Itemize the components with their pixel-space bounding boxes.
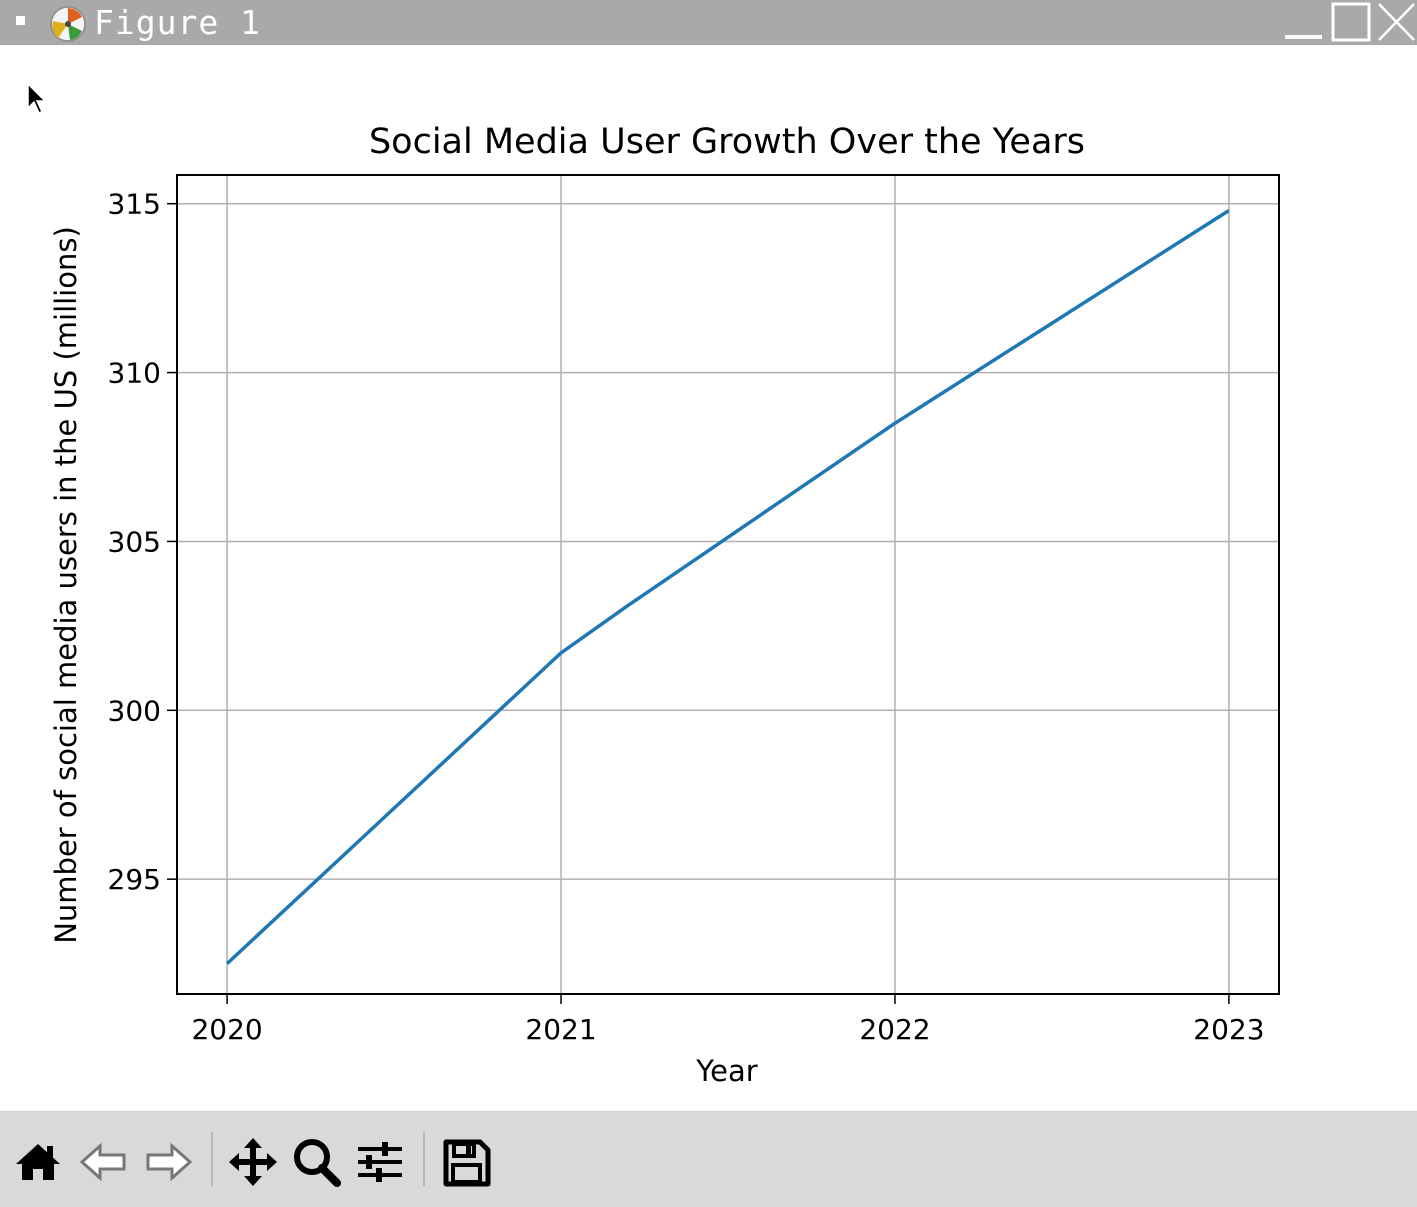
toolbar-separator — [211, 1132, 213, 1186]
window-title-bar: Figure 1 — [0, 0, 1417, 45]
x-tick-label: 2022 — [859, 1013, 930, 1046]
window-menu-icon[interactable] — [16, 16, 25, 25]
zoom-magnifier-icon[interactable] — [288, 1134, 344, 1190]
window-title: Figure 1 — [94, 3, 261, 42]
maximize-icon[interactable] — [1330, 2, 1372, 42]
x-tick-label: 2021 — [525, 1013, 596, 1046]
minimize-icon[interactable] — [1284, 2, 1324, 42]
y-tick-label: 300 — [108, 694, 161, 727]
line-chart: 2020 2021 2022 2023 295 300 305 310 315 Social … — [49, 122, 1280, 1088]
x-tick-label: 2023 — [1193, 1013, 1264, 1046]
configure-subplots-icon[interactable] — [352, 1134, 408, 1190]
plot-area-frame — [176, 174, 1280, 995]
chart-title: Social Media User Growth Over the Years — [369, 122, 1085, 162]
close-icon[interactable] — [1376, 2, 1417, 42]
x-axis-ticks: 2020 2021 2022 2023 — [191, 994, 1265, 1046]
y-grid-lines — [177, 202, 1279, 880]
series-layer — [225, 208, 1230, 965]
x-grid-lines — [226, 175, 1230, 994]
home-icon[interactable] — [10, 1134, 66, 1190]
x-axis-label: Year — [695, 1054, 757, 1088]
app-icon — [50, 6, 86, 42]
save-floppy-icon[interactable] — [438, 1134, 494, 1190]
y-axis-label: Number of social media users in the US (… — [49, 226, 83, 944]
y-tick-label: 315 — [108, 188, 161, 221]
y-axis-ticks: 295 300 305 310 315 — [108, 188, 177, 896]
navigation-toolbar — [0, 1111, 1417, 1207]
y-tick-label: 305 — [108, 525, 161, 558]
back-arrow-icon[interactable] — [76, 1134, 132, 1190]
pan-move-icon[interactable] — [225, 1134, 281, 1190]
toolbar-separator — [423, 1132, 425, 1186]
y-tick-label: 295 — [108, 863, 161, 896]
y-tick-label: 310 — [108, 357, 161, 390]
forward-arrow-icon[interactable] — [140, 1134, 196, 1190]
mouse-cursor-icon — [27, 82, 47, 115]
x-tick-label: 2020 — [191, 1013, 262, 1046]
series-line-0 — [225, 208, 1230, 965]
